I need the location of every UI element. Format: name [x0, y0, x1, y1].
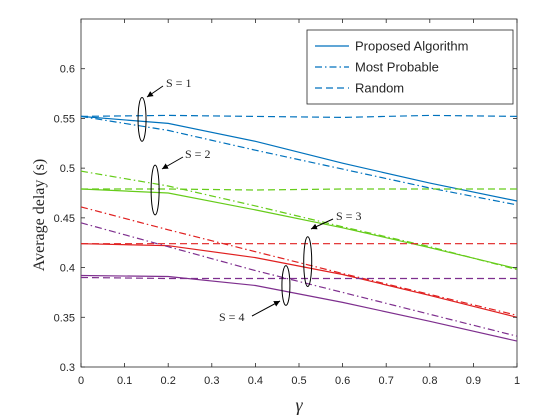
legend-label: Proposed Algorithm [355, 39, 468, 54]
x-tick-label: 0.5 [291, 375, 306, 387]
annotation-arrow [251, 300, 281, 317]
x-tick-label: 0 [78, 375, 84, 387]
x-tick-label: 0.3 [204, 375, 219, 387]
annotation-ellipse [150, 164, 160, 216]
x-tick-label: 0.1 [117, 375, 132, 387]
annotations: S = 1 S = 2 S = 3 S = 4 [137, 76, 361, 324]
y-tick-label: 0.4 [60, 263, 75, 275]
y-tick-label: 0.35 [54, 312, 75, 324]
y-tick-label: 0.3 [60, 362, 75, 374]
x-tick-label: 0.8 [422, 375, 437, 387]
annotation-ellipse [137, 97, 147, 142]
series-line-s4-solid [80, 274, 518, 342]
y-axis-label: Average delay (s) [31, 159, 48, 272]
x-tick-label: 0.7 [379, 375, 394, 387]
annotation-label: S = 3 [336, 209, 361, 223]
series-line-s3-solid [80, 243, 518, 318]
x-tick-label: 0.9 [466, 375, 481, 387]
series-line-s2-solid [80, 188, 518, 270]
annotation-arrow [310, 218, 334, 230]
series-line-s2-dashdot [80, 170, 518, 271]
y-tick-label: 0.45 [54, 213, 75, 225]
y-tick-label: 0.5 [60, 163, 75, 175]
x-tick-label: 1 [514, 375, 520, 387]
legend: Proposed Algorithm Most Probable Random [306, 29, 514, 105]
legend-label: Most Probable [355, 60, 439, 75]
series-line-s1-dashdot [80, 115, 518, 206]
annotation-arrow [146, 85, 164, 98]
legend-box [306, 29, 514, 105]
series-line-s4-dashdot [80, 222, 518, 337]
y-tick-label: 0.55 [54, 113, 75, 125]
series-line-s2-dashed [81, 188, 517, 191]
x-tick-label: 0.2 [161, 375, 176, 387]
x-tick-label: 0.6 [335, 375, 350, 387]
x-axis-label: γ [295, 395, 303, 415]
annotation-ellipse [303, 236, 313, 287]
x-tick-label: 0.4 [248, 375, 263, 387]
y-tick-label: 0.6 [60, 64, 75, 76]
series-line-s1-dashed [80, 114, 518, 119]
annotation-arrow [161, 156, 184, 170]
series-line-s3-dashdot [80, 206, 518, 316]
legend-label: Random [355, 81, 404, 96]
series-layer [80, 114, 518, 342]
series-line-s1-solid [80, 115, 518, 202]
annotation-ellipse [281, 265, 291, 306]
annotation-label: S = 4 [219, 310, 244, 324]
annotation-label: S = 1 [166, 76, 191, 90]
annotation-label: S = 2 [185, 147, 210, 161]
series-line-s4-dashed [80, 276, 517, 280]
axis-ticks: 0 0.1 0.2 0.3 0.4 0.5 0.6 0.7 0.8 0.9 1 0.3 0.35 0.4 0… [54, 19, 520, 387]
